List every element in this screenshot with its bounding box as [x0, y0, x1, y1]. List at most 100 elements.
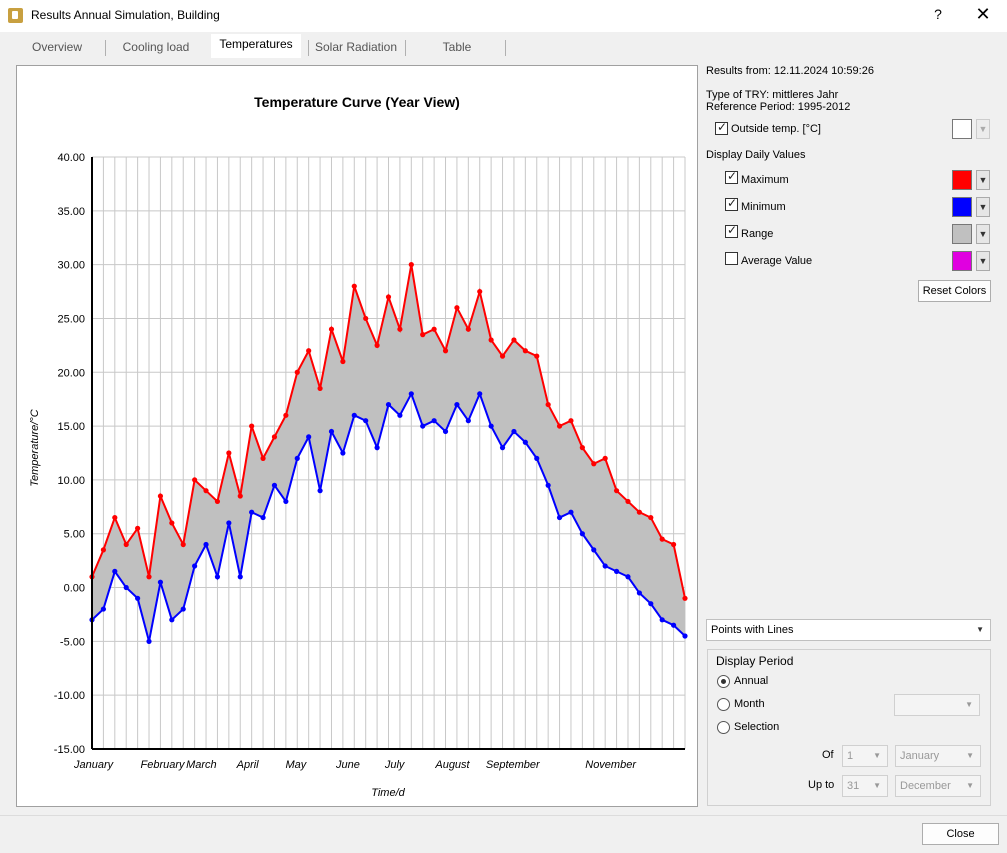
outside-temp-label: Outside temp. [°C] — [731, 123, 821, 135]
maximum-data-point — [192, 477, 198, 483]
minimum-data-point — [420, 423, 426, 429]
minimum-data-point — [363, 418, 369, 424]
maximum-color-dropdown[interactable]: ▼ — [976, 170, 990, 190]
tab-table[interactable]: Table — [442, 40, 472, 54]
maximum-data-point — [625, 498, 631, 505]
maximum-data-point — [214, 498, 221, 505]
maximum-data-point — [385, 294, 392, 300]
y-tick-label: 30.00 — [57, 260, 85, 272]
minimum-data-point — [180, 606, 186, 612]
help-button[interactable]: ? — [934, 6, 942, 22]
maximum-data-point — [317, 385, 323, 392]
minimum-data-point — [385, 401, 392, 408]
range-color-dropdown[interactable]: ▼ — [976, 224, 990, 244]
minimum-data-point — [146, 638, 152, 644]
outside-temp-checkbox[interactable] — [715, 120, 728, 135]
reset-colors-button[interactable]: Reset Colors — [918, 280, 991, 302]
maximum-color-swatch[interactable] — [952, 170, 972, 190]
average-color-dropdown[interactable]: ▼ — [976, 251, 990, 271]
outside-temp-color-swatch[interactable] — [952, 119, 972, 139]
x-tick-label: August — [434, 759, 470, 771]
minimum-data-point — [625, 574, 631, 580]
close-button[interactable]: Close — [922, 823, 999, 845]
month-select[interactable]: ▼ — [894, 694, 980, 716]
minimum-data-point — [340, 450, 346, 456]
y-tick-label: 15.00 — [57, 421, 85, 433]
minimum-data-point — [226, 520, 232, 526]
upto-day-value: 31 — [847, 780, 860, 792]
maximum-data-point — [579, 445, 585, 451]
average-color-swatch[interactable] — [952, 251, 972, 271]
annual-radio[interactable] — [717, 675, 730, 688]
minimum-data-point — [488, 423, 494, 429]
average-value-checkbox[interactable] — [725, 252, 738, 265]
maximum-data-point — [146, 574, 152, 580]
maximum-data-point — [636, 509, 642, 515]
x-tick-label: November — [585, 759, 637, 771]
tab-temperatures[interactable]: Temperatures — [211, 34, 301, 58]
upto-day-select[interactable]: 31 ▼ — [842, 775, 888, 797]
maximum-data-point — [499, 353, 506, 359]
tab-solar-radiation[interactable]: Solar Radiation — [314, 40, 398, 54]
y-tick-label: 35.00 — [57, 206, 85, 218]
maximum-data-point — [522, 348, 528, 354]
range-color-swatch[interactable] — [952, 224, 972, 244]
tab-separator — [505, 40, 506, 56]
selection-radio[interactable] — [717, 721, 730, 734]
maximum-data-point — [351, 283, 357, 289]
display-mode-select[interactable]: Points with Lines ▼ — [706, 619, 991, 641]
chevron-down-icon: ▼ — [965, 700, 973, 709]
title-bar: Results Annual Simulation, Building ? ✕ — [0, 0, 1007, 32]
window-title: Results Annual Simulation, Building — [31, 8, 220, 22]
minimum-data-point — [283, 498, 289, 505]
range-label: Range — [741, 228, 774, 240]
outside-temp-color-dropdown[interactable]: ▼ — [976, 119, 990, 139]
minimum-checkbox[interactable] — [725, 196, 738, 211]
y-tick-label: -10.00 — [54, 690, 85, 702]
tab-separator — [105, 40, 106, 56]
minimum-color-swatch[interactable] — [952, 197, 972, 217]
y-tick-label: 25.00 — [57, 313, 85, 325]
y-tick-label: 20.00 — [57, 367, 85, 379]
minimum-data-point — [591, 547, 597, 553]
minimum-data-point — [477, 391, 483, 397]
minimum-data-point — [157, 579, 164, 585]
y-tick-label: 5.00 — [64, 529, 85, 541]
minimum-data-point — [100, 606, 107, 612]
chart-panel: -15.00 -10.00 -5.00 0.00 5.00 10.00 15.00 20.00… — [16, 65, 698, 807]
close-window-button[interactable]: ✕ — [975, 4, 991, 24]
maximum-data-point — [271, 434, 278, 440]
maximum-data-point — [249, 423, 255, 429]
range-checkbox[interactable] — [725, 223, 738, 238]
minimum-data-point — [556, 514, 563, 521]
minimum-data-point — [237, 574, 243, 580]
tab-cooling-load[interactable]: Cooling load — [122, 40, 190, 54]
maximum-data-point — [556, 423, 563, 429]
chevron-down-icon: ▼ — [873, 781, 881, 790]
maximum-checkbox[interactable] — [725, 169, 738, 184]
maximum-data-point — [135, 525, 141, 531]
minimum-color-dropdown[interactable]: ▼ — [976, 197, 990, 217]
maximum-data-point — [465, 326, 471, 332]
maximum-data-point — [408, 262, 414, 268]
of-month-select[interactable]: January ▼ — [895, 745, 981, 767]
minimum-data-point — [260, 514, 266, 521]
minimum-data-point — [214, 574, 221, 580]
tab-overview[interactable]: Overview — [31, 40, 82, 54]
maximum-data-point — [169, 520, 175, 526]
maximum-data-point — [306, 348, 312, 354]
of-day-select[interactable]: 1 ▼ — [842, 745, 888, 767]
maximum-data-point — [420, 332, 426, 338]
upto-month-select[interactable]: December ▼ — [895, 775, 981, 797]
y-tick-label: -15.00 — [54, 744, 85, 756]
daily-values-header: Display Daily Values — [706, 149, 806, 161]
minimum-data-point — [408, 391, 414, 397]
chevron-down-icon: ▼ — [976, 625, 984, 634]
tab-separator — [405, 40, 406, 56]
annual-label: Annual — [734, 675, 769, 687]
maximum-data-point — [488, 337, 494, 343]
y-tick-label: 40.00 — [57, 152, 85, 164]
month-radio[interactable] — [717, 698, 730, 711]
of-label: Of — [822, 749, 834, 761]
maximum-data-point — [670, 541, 677, 548]
